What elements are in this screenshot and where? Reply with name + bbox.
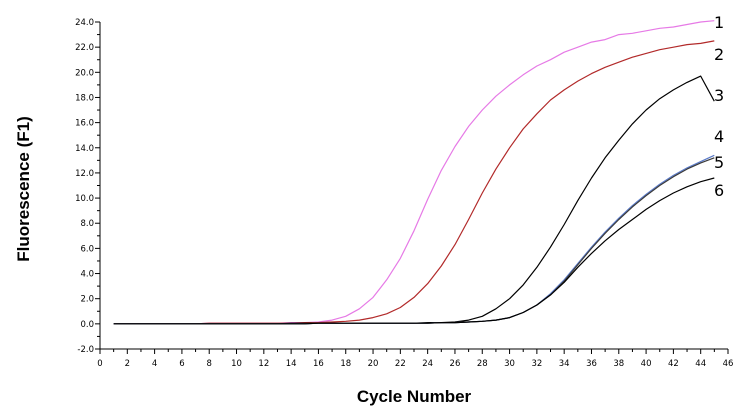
y-tick-label: 10.0 xyxy=(75,194,94,204)
y-tick-label: 20.0 xyxy=(75,68,94,78)
x-tick-label: 22 xyxy=(395,359,406,369)
x-tick-label: 26 xyxy=(450,359,461,369)
y-tick-label: 8.0 xyxy=(80,219,94,229)
series-2-line xyxy=(113,40,715,325)
series-3-line xyxy=(113,75,715,325)
series-4-line xyxy=(113,154,715,325)
x-tick-label: 28 xyxy=(477,359,488,369)
x-axis: 0 2 4 6 8 10 12 14 16 18 20 22 24 26 28 30 32 34 36 38 40 42 4… xyxy=(97,348,734,369)
x-tick-label: 0 xyxy=(97,359,102,369)
x-tick-label: 20 xyxy=(368,359,379,369)
series-3-label: 3 xyxy=(714,86,724,105)
x-tick-label: 18 xyxy=(340,359,351,369)
y-tick-label: 16.0 xyxy=(75,119,94,129)
y-tick-label: -2.0 xyxy=(77,345,94,355)
x-tick-label: 4 xyxy=(152,359,157,369)
x-tick-label: 42 xyxy=(668,359,679,369)
y-tick-label: 24.0 xyxy=(75,18,94,28)
x-tick-label: 38 xyxy=(613,359,624,369)
x-tick-label: 6 xyxy=(179,359,184,369)
series-1-label: 1 xyxy=(714,13,724,32)
x-tick-label: 12 xyxy=(258,359,269,369)
x-tick-label: 34 xyxy=(559,359,570,369)
y-tick-label: 14.0 xyxy=(75,144,94,154)
y-tick-label: 22.0 xyxy=(75,43,94,53)
y-axis: -2.0 0.0 2.0 4.0 6.0 8.0 10.0 12.0 14.0 16.0 18.0 2… xyxy=(75,18,101,355)
x-tick-label: 36 xyxy=(586,359,597,369)
y-tick-label: 12.0 xyxy=(75,169,94,179)
series-5-label: 5 xyxy=(714,153,724,172)
y-tick-label: 2.0 xyxy=(80,295,94,305)
series-5-line xyxy=(113,157,715,325)
x-tick-label: 14 xyxy=(286,359,297,369)
x-axis-title: Cycle Number xyxy=(357,387,472,406)
x-tick-label: 44 xyxy=(695,359,706,369)
y-tick-label: 0.0 xyxy=(80,320,94,330)
x-tick-label: 40 xyxy=(641,359,652,369)
series-2-label: 2 xyxy=(714,45,724,64)
x-tick-label: 32 xyxy=(531,359,542,369)
x-tick-label: 30 xyxy=(504,359,515,369)
y-axis-title: Fluorescence (F1) xyxy=(14,116,33,262)
y-tick-label: 18.0 xyxy=(75,93,94,103)
x-tick-label: 8 xyxy=(207,359,212,369)
x-tick-label: 16 xyxy=(313,359,324,369)
y-tick-label: 6.0 xyxy=(80,244,94,254)
x-tick-label: 10 xyxy=(231,359,242,369)
series-6-label: 6 xyxy=(714,181,724,200)
series-4-label: 4 xyxy=(714,127,724,146)
series-6-line xyxy=(113,177,715,325)
y-tick-label: 4.0 xyxy=(80,270,94,280)
series-labels: 1 2 3 4 5 6 xyxy=(714,13,724,200)
x-tick-label: 46 xyxy=(723,359,734,369)
series-lines xyxy=(113,20,715,325)
x-tick-label: 2 xyxy=(125,359,130,369)
series-1-line xyxy=(113,20,715,325)
x-tick-label: 24 xyxy=(422,359,433,369)
